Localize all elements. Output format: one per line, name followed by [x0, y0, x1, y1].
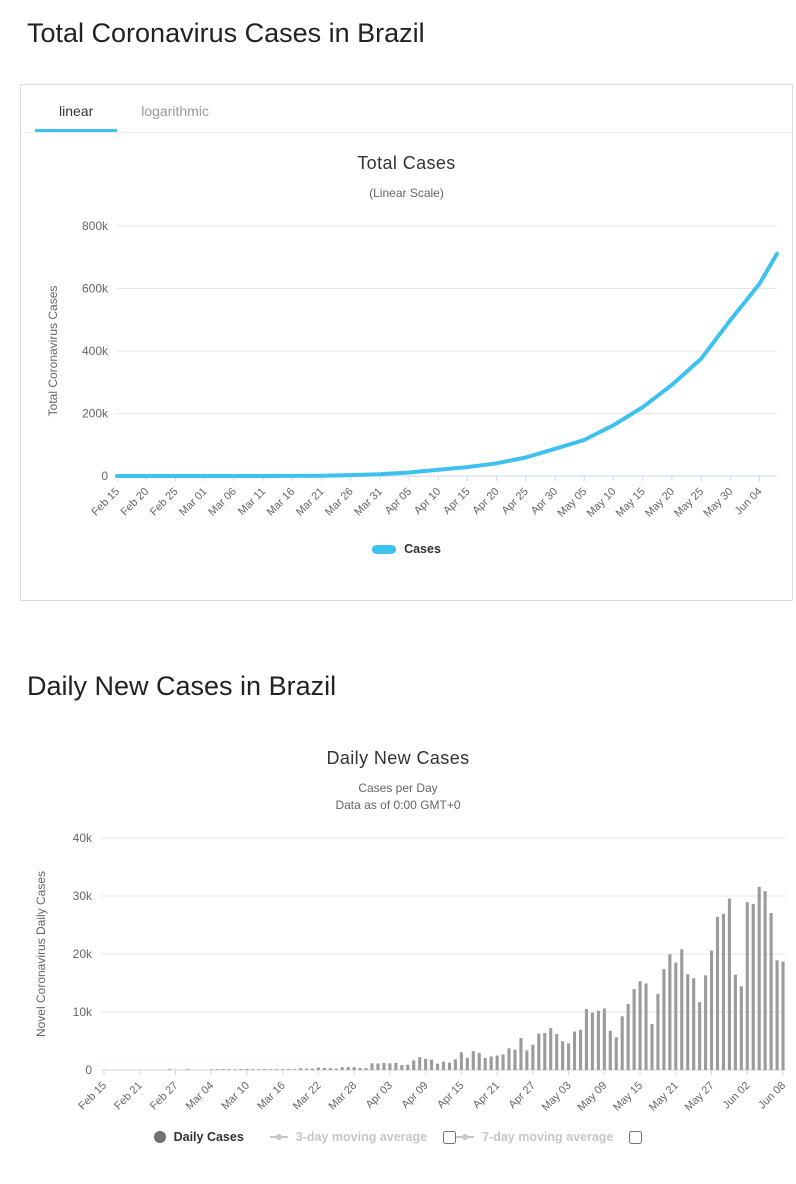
svg-text:May 10: May 10 [584, 486, 618, 520]
svg-text:Feb 27: Feb 27 [148, 1080, 181, 1113]
svg-text:Apr 20: Apr 20 [470, 486, 501, 517]
svg-text:Feb 15: Feb 15 [89, 486, 122, 519]
svg-text:Novel Coronavirus Daily Cases: Novel Coronavirus Daily Cases [34, 871, 48, 1037]
total-cases-chart-card: linear logarithmic Total Cases (Linear S… [20, 84, 793, 601]
svg-text:Apr 09: Apr 09 [399, 1080, 430, 1111]
7day-average-marker-icon [456, 1134, 475, 1140]
svg-text:May 21: May 21 [647, 1080, 681, 1114]
svg-text:May 20: May 20 [642, 486, 676, 520]
checkbox-3day-average[interactable] [443, 1130, 457, 1144]
legend-item-3day-average[interactable]: 3-day moving average [269, 1130, 428, 1144]
svg-text:May 30: May 30 [701, 486, 735, 520]
svg-text:Apr 15: Apr 15 [435, 1080, 466, 1111]
chart1-legend: Cases [21, 542, 792, 556]
svg-text:May 25: May 25 [672, 486, 706, 520]
svg-text:Mar 01: Mar 01 [177, 486, 210, 519]
svg-text:Mar 16: Mar 16 [255, 1080, 288, 1113]
svg-text:Jun 04: Jun 04 [732, 486, 764, 518]
svg-text:Mar 16: Mar 16 [264, 486, 297, 519]
svg-text:Total Coronavirus Cases: Total Coronavirus Cases [46, 286, 60, 417]
svg-text:Apr 03: Apr 03 [364, 1080, 395, 1111]
svg-text:Mar 22: Mar 22 [291, 1080, 324, 1113]
legend-item-7day-average[interactable]: 7-day moving average [456, 1130, 613, 1144]
svg-text:Feb 20: Feb 20 [118, 486, 151, 519]
legend-label-3day-average: 3-day moving average [295, 1130, 428, 1144]
tab-logarithmic[interactable]: logarithmic [141, 103, 209, 119]
svg-text:Feb 25: Feb 25 [147, 486, 180, 519]
svg-text:Mar 10: Mar 10 [219, 1080, 252, 1113]
section-title-daily-new-cases: Daily New Cases in Brazil [27, 671, 337, 701]
daily-cases-marker-icon [153, 1131, 166, 1143]
cases-line-marker-icon [372, 544, 397, 554]
svg-text:400k: 400k [81, 344, 108, 358]
svg-text:Apr 21: Apr 21 [471, 1080, 502, 1111]
svg-text:Jun 08: Jun 08 [756, 1080, 788, 1112]
svg-text:Apr 05: Apr 05 [382, 486, 413, 517]
svg-text:Mar 26: Mar 26 [323, 486, 356, 519]
svg-text:Feb 21: Feb 21 [112, 1080, 145, 1113]
svg-text:200k: 200k [81, 407, 108, 421]
coronavirus-brazil-page: Total Coronavirus Cases in Brazil linear… [0, 18, 796, 1144]
svg-text:Jun 02: Jun 02 [721, 1080, 753, 1112]
scale-tabs: linear logarithmic [21, 85, 792, 133]
svg-text:30k: 30k [73, 889, 93, 903]
svg-text:40k: 40k [73, 831, 93, 845]
section-title-total-cases: Total Coronavirus Cases in Brazil [27, 18, 425, 48]
svg-text:10k: 10k [73, 1005, 93, 1019]
svg-text:Mar 11: Mar 11 [236, 486, 268, 518]
svg-text:Feb 15: Feb 15 [76, 1080, 109, 1113]
svg-text:Mar 04: Mar 04 [184, 1080, 217, 1113]
legend-label-daily-cases: Daily Cases [173, 1130, 244, 1144]
svg-text:May 27: May 27 [683, 1080, 717, 1114]
chart2-subtitle-line2: Data as of 0:00 GMT+0 [335, 798, 461, 812]
svg-text:Mar 06: Mar 06 [206, 486, 239, 519]
tab-linear[interactable]: linear [35, 95, 118, 132]
svg-text:May 09: May 09 [575, 1080, 609, 1114]
chart2-title: Daily New Cases [326, 748, 470, 768]
svg-text:Apr 27: Apr 27 [507, 1080, 538, 1111]
svg-text:Apr 25: Apr 25 [499, 486, 530, 517]
svg-text:May 03: May 03 [540, 1080, 574, 1114]
svg-text:0: 0 [101, 469, 108, 483]
svg-text:May 15: May 15 [611, 1080, 645, 1114]
chart2-legend: Daily Cases 3-day moving average 7-day m… [0, 1130, 796, 1144]
svg-text:Apr 15: Apr 15 [441, 486, 472, 517]
3day-average-marker-icon [269, 1134, 288, 1140]
svg-text:Mar 31: Mar 31 [352, 486, 385, 519]
svg-text:Apr 10: Apr 10 [411, 486, 442, 517]
svg-text:600k: 600k [81, 282, 108, 296]
svg-text:20k: 20k [73, 947, 93, 961]
chart1-title: Total Cases [357, 153, 456, 173]
svg-text:800k: 800k [81, 219, 108, 233]
legend-item-cases[interactable]: Cases [372, 542, 441, 556]
legend-label-7day-average: 7-day moving average [482, 1130, 614, 1144]
chart2-subtitle-line1: Cases per Day [358, 781, 438, 795]
svg-text:0: 0 [85, 1063, 92, 1077]
legend-label-cases: Cases [404, 542, 441, 556]
legend-item-daily-cases[interactable]: Daily Cases [153, 1130, 244, 1144]
checkbox-7day-average[interactable] [629, 1130, 643, 1144]
svg-text:May 15: May 15 [613, 486, 647, 520]
svg-text:May 05: May 05 [555, 486, 589, 520]
svg-text:Mar 21: Mar 21 [293, 486, 326, 519]
svg-text:Mar 28: Mar 28 [327, 1080, 360, 1113]
chart1-subtitle: (Linear Scale) [369, 186, 444, 200]
daily-cases-chart-card: Daily New Cases Cases per Day Data as of… [0, 748, 796, 1144]
